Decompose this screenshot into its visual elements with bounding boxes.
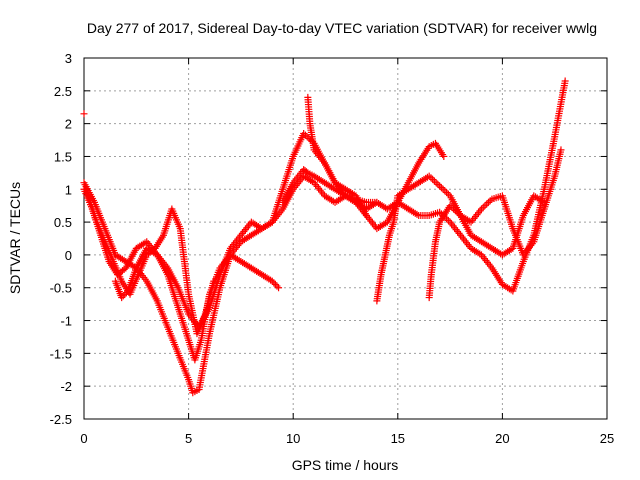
satellite-track-5 xyxy=(279,77,569,295)
data-point-marker xyxy=(481,202,489,210)
plot-frame xyxy=(83,57,608,420)
x-tick-label: 5 xyxy=(185,431,192,446)
x-tick-label: 25 xyxy=(600,431,614,446)
data-point-marker xyxy=(434,180,442,188)
x-tick-label: 10 xyxy=(286,431,300,446)
y-tick-label: 1 xyxy=(65,182,72,197)
data-point-marker xyxy=(483,200,491,208)
data-point-marker xyxy=(440,152,448,160)
data-point-marker xyxy=(437,184,445,192)
data-point-marker xyxy=(432,179,440,187)
data-point-marker xyxy=(80,110,88,118)
data-point-marker xyxy=(427,174,435,182)
data-point-marker xyxy=(270,279,278,287)
data-point-marker xyxy=(479,203,487,211)
x-tick-label: 20 xyxy=(495,431,509,446)
data-point-marker xyxy=(561,77,569,85)
data-point-marker xyxy=(436,182,444,190)
y-axis-label: SDTVAR / TECUs xyxy=(7,182,23,294)
y-tick-label: -2 xyxy=(60,379,72,394)
satellite-track-8 xyxy=(425,146,565,302)
grid-lines xyxy=(84,58,607,419)
y-tick-label: 3 xyxy=(65,51,72,66)
data-point-marker xyxy=(439,185,447,193)
chart-title: Day 277 of 2017, Sidereal Day-to-day VTE… xyxy=(87,20,597,36)
x-tick-label: 15 xyxy=(391,431,405,446)
x-axis: 0 5 10 15 20 25 xyxy=(80,58,614,446)
data-point-marker xyxy=(441,187,449,195)
data-point-marker xyxy=(443,189,451,197)
data-points xyxy=(80,77,569,397)
data-point-marker xyxy=(271,280,279,288)
y-tick-label: 2 xyxy=(65,117,72,132)
satellite-track-3 xyxy=(84,192,218,338)
y-tick-label: 1.5 xyxy=(54,149,72,164)
data-point-marker xyxy=(268,277,276,285)
y-tick-label: -1.5 xyxy=(50,346,72,361)
satellite-track-7 xyxy=(373,172,548,305)
x-axis-label: GPS time / hours xyxy=(292,457,399,473)
data-point-marker xyxy=(444,216,452,224)
data-point-marker xyxy=(118,294,126,302)
data-point-marker xyxy=(121,290,129,298)
satellite-track-4 xyxy=(111,172,370,331)
satellite-track-2 xyxy=(80,185,283,364)
data-point-marker xyxy=(273,282,281,290)
data-point-marker xyxy=(119,292,127,300)
y-tick-label: -0.5 xyxy=(50,281,72,296)
x-tick-label: 0 xyxy=(80,431,87,446)
satellite-track-1 xyxy=(80,129,381,397)
y-axis: -2.5 -2 -1.5 -1 -0.5 0 0.5 1 1.5 2 2.5 3 xyxy=(50,51,607,427)
y-tick-label: -1 xyxy=(60,314,72,329)
y-tick-label: 0.5 xyxy=(54,215,72,230)
satellite-track-9 xyxy=(80,110,88,118)
data-point-marker xyxy=(430,177,438,185)
y-tick-label: -2.5 xyxy=(50,412,72,427)
data-point-marker xyxy=(484,198,492,206)
satellite-track-6 xyxy=(304,93,448,233)
y-tick-label: 2.5 xyxy=(54,84,72,99)
data-point-marker xyxy=(275,284,283,292)
data-point-marker xyxy=(122,289,130,297)
data-point-marker xyxy=(557,146,565,154)
y-tick-label: 0 xyxy=(65,248,72,263)
